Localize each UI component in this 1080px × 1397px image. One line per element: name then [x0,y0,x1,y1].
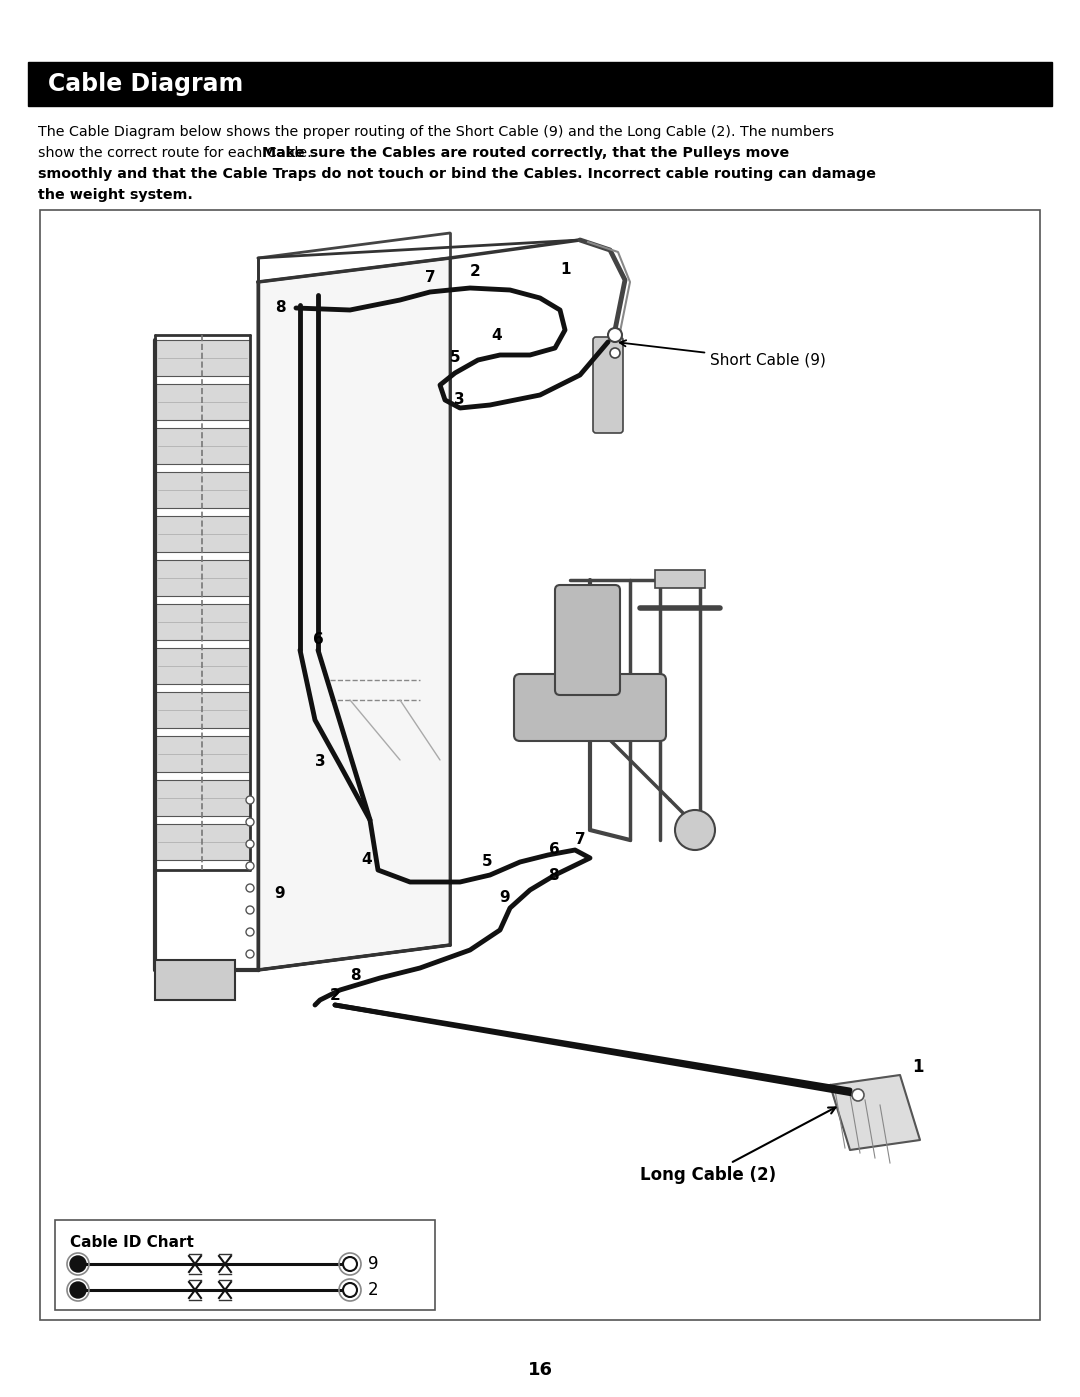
Text: Cable Diagram: Cable Diagram [48,73,243,96]
Text: 1: 1 [912,1058,923,1076]
Text: Short Cable (9): Short Cable (9) [620,341,826,367]
Bar [156,515,249,552]
Bar [156,384,249,420]
Text: 7: 7 [575,833,585,848]
Text: 9: 9 [368,1255,378,1273]
Circle shape [246,884,254,893]
Text: 7: 7 [424,271,435,285]
Text: 16: 16 [527,1361,553,1379]
Bar [156,339,249,376]
Bar [156,427,249,464]
Bar [156,692,249,728]
Circle shape [246,862,254,870]
Text: 2: 2 [329,988,340,1003]
Text: the weight system.: the weight system. [38,189,193,203]
Bar [156,472,249,509]
Text: 6: 6 [549,842,559,858]
Text: 3: 3 [454,393,464,408]
Bar [55,1220,435,1310]
Text: 8: 8 [548,868,558,883]
Polygon shape [831,1076,920,1150]
Circle shape [246,796,254,805]
Bar [28,61,1052,106]
Circle shape [246,819,254,826]
Bar [654,570,705,588]
Bar [156,824,249,861]
Text: 9: 9 [500,890,511,905]
Text: 2: 2 [470,264,481,279]
Text: show the correct route for each Cable.: show the correct route for each Cable. [38,147,316,161]
Text: 4: 4 [362,852,373,868]
Text: 2: 2 [368,1281,379,1299]
Circle shape [675,810,715,849]
Text: Long Cable (2): Long Cable (2) [640,1108,836,1185]
Bar [156,560,249,597]
Circle shape [246,928,254,936]
FancyBboxPatch shape [593,337,623,433]
Text: 9: 9 [274,886,285,901]
Text: 5: 5 [482,855,492,869]
Text: Cable ID Chart: Cable ID Chart [70,1235,194,1250]
Polygon shape [258,258,450,970]
Text: 4: 4 [491,328,502,344]
Text: 1: 1 [561,263,571,278]
Text: 3: 3 [314,754,325,770]
Circle shape [852,1090,864,1101]
Bar [156,648,249,685]
Text: 5: 5 [449,351,460,366]
Bar [156,736,249,773]
Text: The Cable Diagram below shows the proper routing of the Short Cable (9) and the : The Cable Diagram below shows the proper… [38,124,834,138]
Text: 8: 8 [350,968,361,982]
Circle shape [608,328,622,342]
Circle shape [246,840,254,848]
Bar [156,960,235,1000]
Circle shape [343,1282,357,1296]
Circle shape [246,907,254,914]
Circle shape [246,950,254,958]
Text: smoothly and that the Cable Traps do not touch or bind the Cables. Incorrect cab: smoothly and that the Cable Traps do not… [38,168,876,182]
Circle shape [70,1282,86,1298]
Circle shape [343,1257,357,1271]
Text: 6: 6 [312,633,323,647]
Text: 8: 8 [274,300,285,316]
Circle shape [610,348,620,358]
Text: Make sure the Cables are routed correctly, that the Pulleys move: Make sure the Cables are routed correctl… [262,147,789,161]
Bar [156,780,249,816]
Bar [40,210,1040,1320]
Circle shape [70,1256,86,1273]
Bar [156,604,249,640]
FancyBboxPatch shape [514,673,666,740]
FancyBboxPatch shape [555,585,620,694]
